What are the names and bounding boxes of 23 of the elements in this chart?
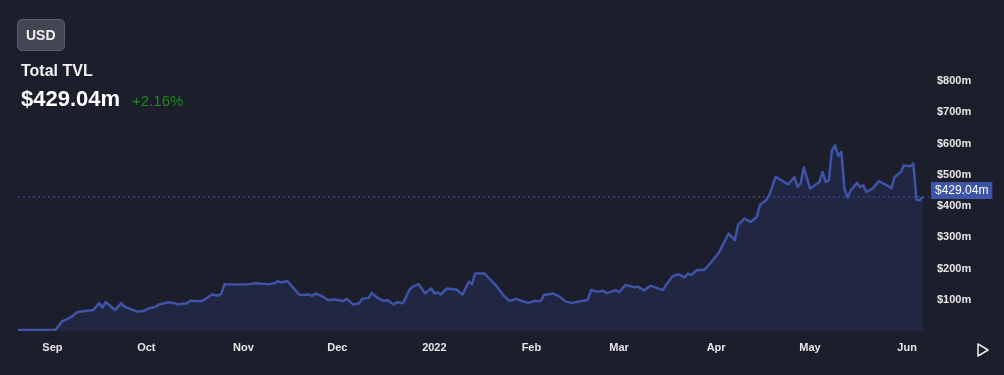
y-tick-label: $800m — [937, 74, 972, 87]
ref-line-label: $429.04m — [935, 182, 989, 197]
y-tick-label: $300m — [937, 230, 972, 243]
x-tick-label: Dec — [327, 340, 348, 353]
x-tick-label: Feb — [521, 340, 542, 353]
y-tick-label: $700m — [937, 105, 972, 118]
x-tick-label: Jun — [897, 340, 918, 353]
x-tick-label: Oct — [137, 340, 156, 353]
y-tick-label: $100m — [937, 292, 972, 305]
x-tick-label: Nov — [233, 340, 255, 353]
y-tick-label: $500m — [937, 167, 972, 180]
x-tick-label: Apr — [706, 340, 727, 353]
chart-subtitle: $429.04m — [21, 86, 121, 112]
chart-title: Total TVL — [21, 62, 93, 80]
y-tick-label: $600m — [937, 136, 972, 149]
x-tick-label: 2022 — [422, 340, 447, 353]
x-tick-label: Mar — [609, 340, 630, 353]
text: USD — [17, 19, 65, 51]
x-tick-label: May — [799, 340, 822, 353]
y-tick-label: $200m — [937, 261, 972, 274]
y-tick-label: $400m — [937, 199, 972, 212]
annotation: +2.16% — [132, 92, 184, 109]
x-tick-label: Sep — [42, 340, 63, 353]
